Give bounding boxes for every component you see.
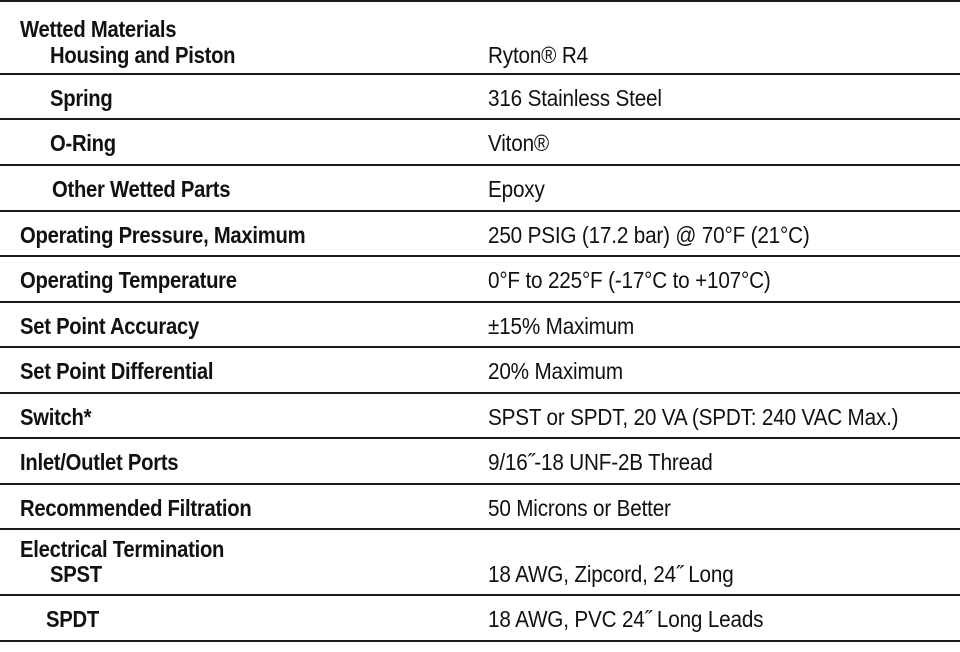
- spec-value-operating-pressure: 250 PSIG (17.2 bar) @ 70°F (21°C): [488, 222, 810, 248]
- spec-value-housing-and-piston: Ryton® R4: [488, 42, 588, 68]
- spec-value-spring: 316 Stainless Steel: [488, 85, 662, 111]
- spec-value-inlet-outlet-ports: 9/16˝-18 UNF-2B Thread: [488, 449, 713, 475]
- spec-label-spst: SPST: [50, 561, 102, 587]
- spec-value-spst: 18 AWG, Zipcord, 24˝ Long: [488, 561, 734, 587]
- spec-label-switch: Switch*: [20, 404, 92, 430]
- spec-label-spring: Spring: [50, 85, 113, 111]
- spec-value-recommended-filtration: 50 Microns or Better: [488, 495, 671, 521]
- spec-value-spdt: 18 AWG, PVC 24˝ Long Leads: [488, 606, 764, 632]
- spec-row-spst: Electrical Termination SPST 18 AWG, Zipc…: [0, 530, 960, 596]
- spec-row-set-point-differential: Set Point Differential 20% Maximum: [0, 348, 960, 394]
- spec-label-recommended-filtration: Recommended Filtration: [20, 495, 252, 521]
- spec-label-operating-temperature: Operating Temperature: [20, 267, 237, 293]
- spec-value-o-ring: Viton®: [488, 130, 549, 156]
- spec-label-housing-and-piston: Housing and Piston: [50, 42, 236, 68]
- spec-value-switch: SPST or SPDT, 20 VA (SPDT: 240 VAC Max.): [488, 404, 899, 430]
- spec-row-set-point-accuracy: Set Point Accuracy ±15% Maximum: [0, 303, 960, 348]
- group-heading-wetted-materials: Wetted Materials: [20, 16, 177, 42]
- spec-value-set-point-accuracy: ±15% Maximum: [488, 313, 635, 339]
- spec-label-operating-pressure: Operating Pressure, Maximum: [20, 222, 306, 248]
- spec-row-housing-and-piston: Wetted Materials Housing and Piston Ryto…: [0, 0, 960, 75]
- spec-value-operating-temperature: 0°F to 225°F (-17°C to +107°C): [488, 267, 771, 293]
- spec-row-o-ring: O-Ring Viton®: [0, 120, 960, 166]
- spec-label-o-ring: O-Ring: [50, 130, 116, 156]
- spec-label-spdt: SPDT: [46, 606, 99, 632]
- spec-label-other-wetted-parts: Other Wetted Parts: [52, 176, 231, 202]
- spec-row-switch: Switch* SPST or SPDT, 20 VA (SPDT: 240 V…: [0, 394, 960, 439]
- spec-label-inlet-outlet-ports: Inlet/Outlet Ports: [20, 449, 179, 475]
- spec-row-other-wetted-parts: Other Wetted Parts Epoxy: [0, 166, 960, 212]
- spec-row-operating-pressure: Operating Pressure, Maximum 250 PSIG (17…: [0, 212, 960, 257]
- spec-row-recommended-filtration: Recommended Filtration 50 Microns or Bet…: [0, 485, 960, 530]
- spec-row-inlet-outlet-ports: Inlet/Outlet Ports 9/16˝-18 UNF-2B Threa…: [0, 439, 960, 485]
- group-heading-electrical-termination: Electrical Termination: [20, 536, 225, 562]
- spec-value-set-point-differential: 20% Maximum: [488, 358, 623, 384]
- spec-row-spring: Spring 316 Stainless Steel: [0, 75, 960, 120]
- spec-row-operating-temperature: Operating Temperature 0°F to 225°F (-17°…: [0, 257, 960, 303]
- spec-label-set-point-differential: Set Point Differential: [20, 358, 214, 384]
- spec-value-other-wetted-parts: Epoxy: [488, 176, 545, 202]
- spec-row-spdt: SPDT 18 AWG, PVC 24˝ Long Leads: [0, 596, 960, 642]
- spec-label-set-point-accuracy: Set Point Accuracy: [20, 313, 199, 339]
